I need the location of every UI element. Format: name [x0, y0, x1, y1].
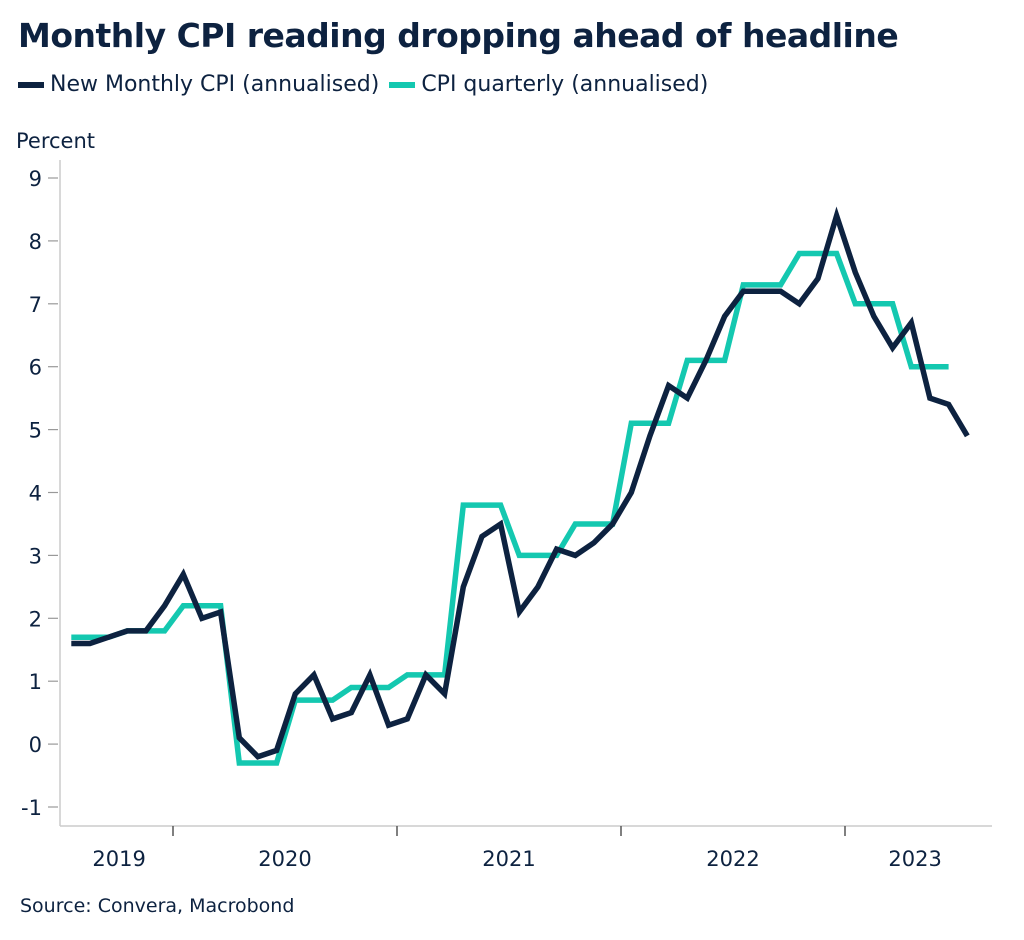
x-tick-label: 2021 — [482, 847, 535, 871]
chart-title: Monthly CPI reading dropping ahead of he… — [18, 16, 899, 55]
x-tick-label: 2022 — [706, 847, 759, 871]
legend-swatch-monthly — [18, 81, 44, 88]
x-tick-label: 2019 — [92, 847, 145, 871]
legend-item-monthly[interactable]: New Monthly CPI (annualised) — [18, 72, 379, 97]
y-tick-label: 3 — [29, 544, 42, 568]
legend-item-quarterly[interactable]: CPI quarterly (annualised) — [389, 72, 708, 97]
axes: -1 0 1 2 3 4 5 6 7 8 9 2019 2020 2021 2022 2023 — [21, 160, 992, 871]
x-tick-label: 2020 — [258, 847, 311, 871]
y-axis-title: Percent — [16, 129, 95, 153]
legend: New Monthly CPI (annualised) CPI quarter… — [18, 72, 718, 97]
y-tick-label: 8 — [29, 230, 42, 254]
y-tick-label: -1 — [21, 796, 42, 820]
y-tick-label: 1 — [29, 670, 42, 694]
x-tick-label: 2023 — [888, 847, 941, 871]
series-group — [71, 206, 970, 766]
source-note: Source: Convera, Macrobond — [20, 895, 295, 917]
y-tick-label: 4 — [29, 482, 42, 506]
y-tick-label: 2 — [29, 607, 42, 631]
y-tick-label: 7 — [29, 293, 42, 317]
legend-label-quarterly: CPI quarterly (annualised) — [421, 72, 709, 97]
y-tick-label: 0 — [29, 733, 42, 757]
legend-label-monthly: New Monthly CPI (annualised) — [50, 72, 380, 97]
y-tick-label: 6 — [29, 356, 42, 380]
series-line-quarterly-cpi — [71, 250, 949, 766]
y-tick-label: 9 — [29, 167, 42, 191]
series-line-monthly-cpi — [71, 206, 970, 760]
legend-swatch-quarterly — [389, 81, 416, 88]
y-tick-label: 5 — [29, 419, 42, 443]
